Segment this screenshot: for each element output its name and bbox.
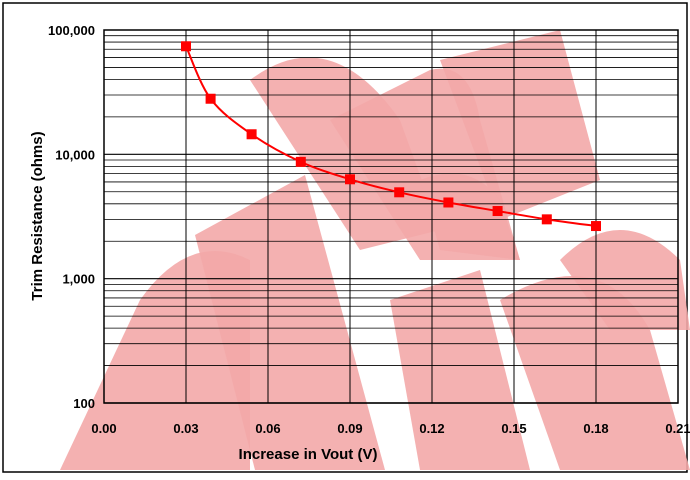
series-layer: [181, 41, 601, 232]
x-tick-label: 0.15: [501, 421, 526, 436]
data-point: [591, 221, 601, 232]
data-point: [246, 129, 257, 140]
data-point: [541, 214, 552, 225]
plot-area-border: [103, 29, 679, 404]
data-point: [443, 197, 454, 208]
x-tick-label: 0.21: [665, 421, 690, 436]
x-axis-label: Increase in Vout (V): [239, 446, 378, 463]
series-line: [185, 45, 597, 228]
y-tick-label: 100: [73, 396, 95, 411]
data-point: [394, 187, 405, 198]
data-point: [181, 41, 191, 52]
y-tick-label: 100,000: [48, 23, 95, 38]
y-tick-label: 10,000: [55, 147, 95, 162]
x-tick-label: 0.00: [91, 421, 116, 436]
x-tick-label: 0.12: [419, 421, 444, 436]
x-tick-label: 0.09: [337, 421, 362, 436]
data-point: [345, 174, 355, 185]
data-point: [492, 206, 503, 217]
y-axis-label: Trim Resistance (ohms): [29, 131, 46, 300]
watermark-logo: [60, 30, 690, 470]
y-tick-label: 1,000: [62, 272, 95, 287]
data-point: [295, 156, 306, 167]
x-tick-label: 0.03: [173, 421, 198, 436]
x-tick-label: 0.18: [583, 421, 608, 436]
data-point: [205, 93, 216, 104]
axis-tick-labels: 0.00 0.03 0.06 0.09 0.12 0.15 0.18 0.21 100 1,000…: [48, 23, 690, 436]
x-tick-label: 0.06: [255, 421, 280, 436]
